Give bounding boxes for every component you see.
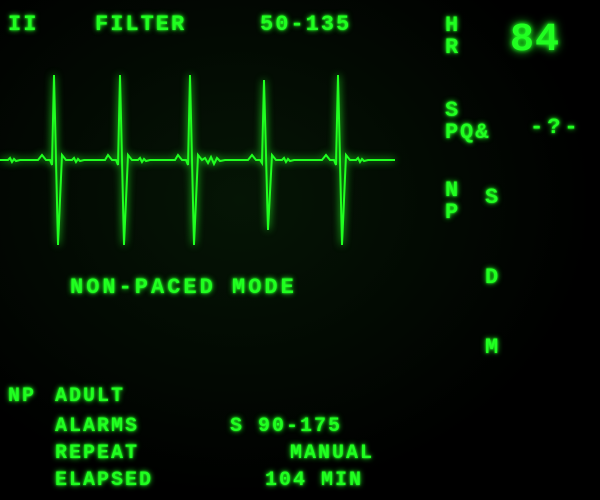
np-label: N P	[445, 180, 460, 224]
hr-label: H R	[445, 15, 460, 59]
monitor-screen: II FILTER 50-135 H R 84 S P Q& -?- N P S…	[0, 0, 600, 500]
m-label: M	[485, 335, 500, 360]
np-status-label: NP	[8, 385, 36, 408]
sp-extra: Q&	[460, 120, 490, 145]
np-value: S	[485, 185, 500, 210]
sp-value: -?-	[530, 115, 582, 140]
repeat-value: MANUAL	[290, 442, 374, 465]
d-label: D	[485, 265, 500, 290]
lead-indicator: II	[8, 12, 38, 37]
elapsed-value: 104 MIN	[265, 469, 363, 492]
elapsed-label: ELAPSED	[55, 469, 153, 492]
hr-value: 84	[510, 18, 560, 63]
alarms-value: S 90-175	[230, 415, 342, 438]
filter-range: 50-135	[260, 12, 351, 37]
sp-label: S P	[445, 100, 460, 144]
patient-type: ADULT	[55, 385, 125, 408]
filter-label: FILTER	[95, 12, 186, 37]
mode-label: NON-PACED MODE	[70, 275, 297, 300]
alarms-label: ALARMS	[55, 415, 139, 438]
ecg-waveform	[0, 55, 420, 265]
repeat-label: REPEAT	[55, 442, 139, 465]
